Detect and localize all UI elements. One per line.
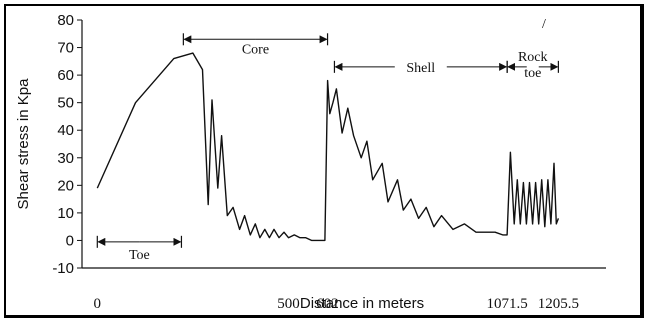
y-tick-label: 60 <box>57 67 74 84</box>
x-axis-ticks: 0 500 602 1071.5 1205.5 <box>94 296 579 312</box>
zone-label: Rock <box>518 50 548 65</box>
y-axis-ticks: -10 0 10 20 30 40 50 60 70 80 <box>52 12 82 277</box>
x-tick-label: 0 <box>94 296 102 312</box>
x-tick-label: 500 <box>277 296 300 312</box>
zone-label: Core <box>242 42 269 57</box>
x-tick-label: 1205.5 <box>538 296 579 312</box>
zone-toe: Toe <box>96 235 183 263</box>
x-axis-label: Distance in meters <box>300 295 424 312</box>
y-tick-label: 0 <box>66 232 74 249</box>
y-tick-label: 50 <box>57 95 74 112</box>
x-tick-label: 602 <box>316 296 339 312</box>
zone-shell: Shell <box>333 60 508 76</box>
y-axis-label: Shear stress in Kpa <box>15 78 32 210</box>
zone-label: Toe <box>129 248 150 263</box>
zone-core: Core <box>182 33 329 57</box>
shear-stress-line <box>96 52 560 242</box>
y-tick-label: -10 <box>52 260 74 277</box>
shear-stress-chart: -10 0 10 20 30 40 50 60 70 80 0 500 602 1071.5 1205.5… <box>15 12 606 312</box>
zone-label: Shell <box>406 61 435 76</box>
y-tick-label: 30 <box>57 150 74 167</box>
figure-frame: -10 0 10 20 30 40 50 60 70 80 0 500 602 1071.5 1205.5… <box>4 4 644 318</box>
x-tick-label: 1071.5 <box>487 296 528 312</box>
series-layer <box>96 52 560 242</box>
y-tick-label: 80 <box>57 12 74 29</box>
y-tick-label: 20 <box>57 177 74 194</box>
y-tick-label: 10 <box>57 205 74 222</box>
axes <box>81 20 606 269</box>
y-tick-label: 70 <box>57 40 74 57</box>
stray-annotation-mark: / <box>542 17 546 32</box>
zone-label: toe <box>524 66 541 81</box>
y-tick-label: 40 <box>57 122 74 139</box>
